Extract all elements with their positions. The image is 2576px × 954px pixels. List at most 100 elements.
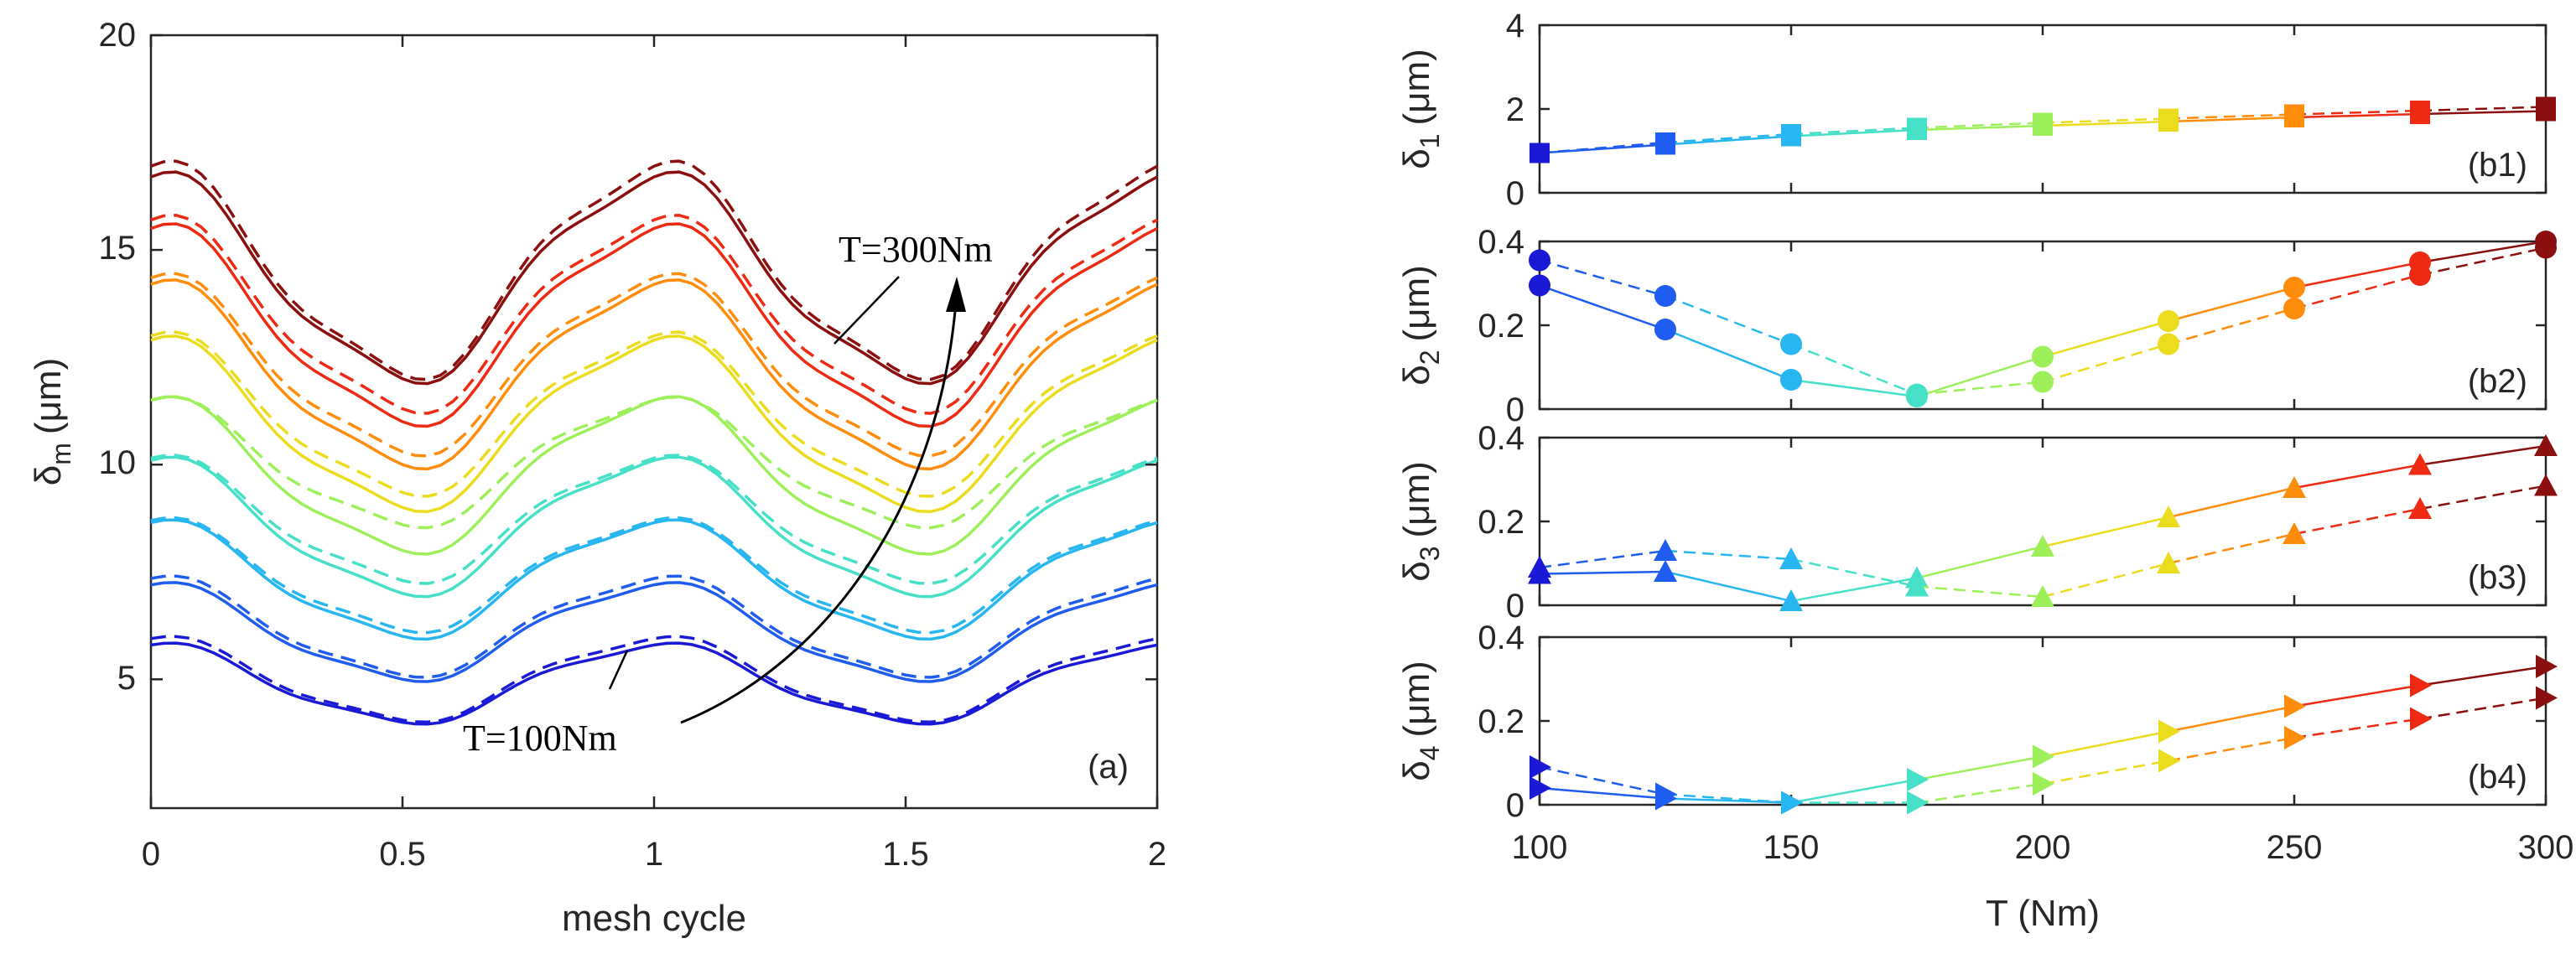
series-dashed-segment (2168, 113, 2295, 120)
series-dashed-segment (2042, 760, 2169, 785)
series-solid-segment (2419, 665, 2547, 687)
marker-circle (1654, 319, 1676, 340)
marker-square (1907, 117, 1927, 138)
panel-b4-ytick: 0.4 (1478, 620, 1524, 656)
panel-b2-series (1529, 231, 2557, 411)
marker-circle (2032, 345, 2054, 368)
marker-triangle-up (2283, 476, 2306, 498)
marker-triangle-up (2031, 585, 2054, 607)
marker-triangle-up (2157, 552, 2180, 573)
series-dashed-segment (2293, 109, 2421, 116)
panel-b1: 0 2 4 (b1) δ1 (μm) (1396, 8, 2556, 212)
panel-a-ytick: 15 (99, 230, 137, 267)
panel-a-xlabel: mesh cycle (562, 898, 746, 939)
series-dashed-segment (2293, 507, 2421, 536)
panel-a-xtick: 2 (1148, 836, 1166, 873)
ylabel-subscript: 2 (1415, 350, 1445, 366)
marker-circle (2032, 371, 2054, 393)
panel-b2-ylabel: δ2 (μm) (1396, 265, 1445, 386)
series-solid-segment (2168, 116, 2295, 123)
panel-a-xtick: 0 (142, 836, 160, 873)
series-solid-segment (1790, 128, 1918, 137)
panel-b4-ytick: 0 (1506, 787, 1524, 824)
panel-a-label: (a) (1088, 749, 1129, 785)
marker-triangle-right (1907, 768, 1929, 791)
marker-circle (1529, 274, 1550, 297)
series-solid-segment (1539, 570, 1666, 575)
marker-circle (1529, 249, 1550, 272)
panel-b1-label: (b1) (2468, 147, 2527, 184)
marker-triangle-right (1530, 776, 1551, 800)
series-solid-segment (1665, 135, 1792, 146)
panel-a-ticks (149, 34, 1159, 808)
marker-circle (2283, 298, 2305, 319)
series-dashed-segment (2042, 117, 2169, 124)
marker-square (2158, 108, 2179, 129)
series-dashed-segment (2419, 697, 2547, 720)
ylabel-unit: (μm) (1396, 661, 1437, 737)
ylabel-subscript: 4 (1415, 746, 1445, 761)
series-dashed-segment (1790, 343, 1918, 396)
marker-triangle-right (2284, 726, 2306, 749)
series-solid-segment (2293, 261, 2421, 289)
marker-triangle-right (2536, 655, 2558, 678)
series-dashed-segment (1790, 127, 1918, 136)
panel-b-xaxis: 100 150 200 250 300 T (Nm) (1512, 829, 2574, 934)
series-dashed-segment (1665, 132, 1792, 144)
marker-triangle-right (2158, 719, 2180, 744)
series-dashed-segment (2168, 532, 2295, 565)
curve-T275-dashed (150, 214, 1158, 415)
curve-T275-solid (150, 222, 1158, 428)
panel-a-xtick: 1 (645, 836, 663, 873)
panel-b4: 0 0.2 0.4 (b4) δ4 (μm) (1396, 620, 2558, 824)
panel-a-xtick: 1.5 (882, 836, 929, 873)
series-solid-segment (2168, 705, 2295, 733)
ylabel-unit: (μm) (1396, 461, 1437, 537)
panel-b3-ytick: 0.2 (1478, 504, 1524, 541)
panel-b1-axes-box (1538, 23, 2547, 194)
ylabel-symbol: δ (1396, 365, 1437, 386)
marker-triangle-up (1905, 574, 1929, 597)
curve-T300-dashed (150, 159, 1158, 381)
series-solid-segment (2042, 120, 2169, 127)
marker-triangle-right (2410, 707, 2432, 731)
panel-b4-ytick: 0.2 (1478, 703, 1524, 740)
series-dashed-segment (1665, 793, 1792, 804)
series-dashed-segment (1539, 141, 1666, 154)
series-dashed-segment (2042, 343, 2169, 383)
marker-triangle-right (2033, 772, 2054, 796)
annotation-low-leader (608, 650, 629, 690)
panel-b-xlabel: T (Nm) (1986, 893, 2100, 934)
panel-b1-ytick: 4 (1506, 8, 1524, 44)
panel-a-ytick: 10 (99, 444, 137, 481)
panel-b-xtick: 200 (2015, 829, 2071, 866)
series-dashed-segment (2419, 485, 2547, 511)
marker-triangle-up (2031, 535, 2054, 557)
ylabel-unit: (μm) (28, 358, 69, 434)
curve-T250-dashed (150, 272, 1158, 458)
panel-b3: 0 0.2 0.4 (b3) δ3 (μm) (1396, 420, 2558, 625)
panel-b-xtick: 250 (2267, 829, 2323, 866)
series-dashed-segment (1665, 294, 1792, 345)
marker-circle (1780, 333, 1802, 355)
series-solid-segment (1665, 328, 1792, 381)
panel-b4-axes-box (1538, 635, 2547, 806)
series-solid-segment (2419, 240, 2547, 264)
panel-b1-series (1530, 23, 2556, 194)
marker-triangle-right (2284, 694, 2306, 718)
marker-triangle-right (1907, 791, 1929, 815)
series-solid-segment (1790, 778, 1918, 804)
marker-triangle-right (2410, 673, 2432, 697)
marker-circle (2158, 333, 2179, 355)
curve-T200-dashed (150, 396, 1158, 530)
series-dashed-segment (1790, 557, 1918, 588)
series-solid-segment (1790, 577, 1918, 603)
series-solid-segment (2042, 319, 2169, 358)
panel-b-xtick: 100 (1512, 829, 1568, 866)
series-dashed-segment (1539, 765, 1666, 796)
series-dashed-segment (1539, 259, 1666, 298)
panel-b3-series (1528, 434, 2558, 611)
marker-square (2033, 112, 2053, 133)
marker-square (2410, 101, 2430, 121)
marker-triangle-up (1528, 556, 1551, 578)
